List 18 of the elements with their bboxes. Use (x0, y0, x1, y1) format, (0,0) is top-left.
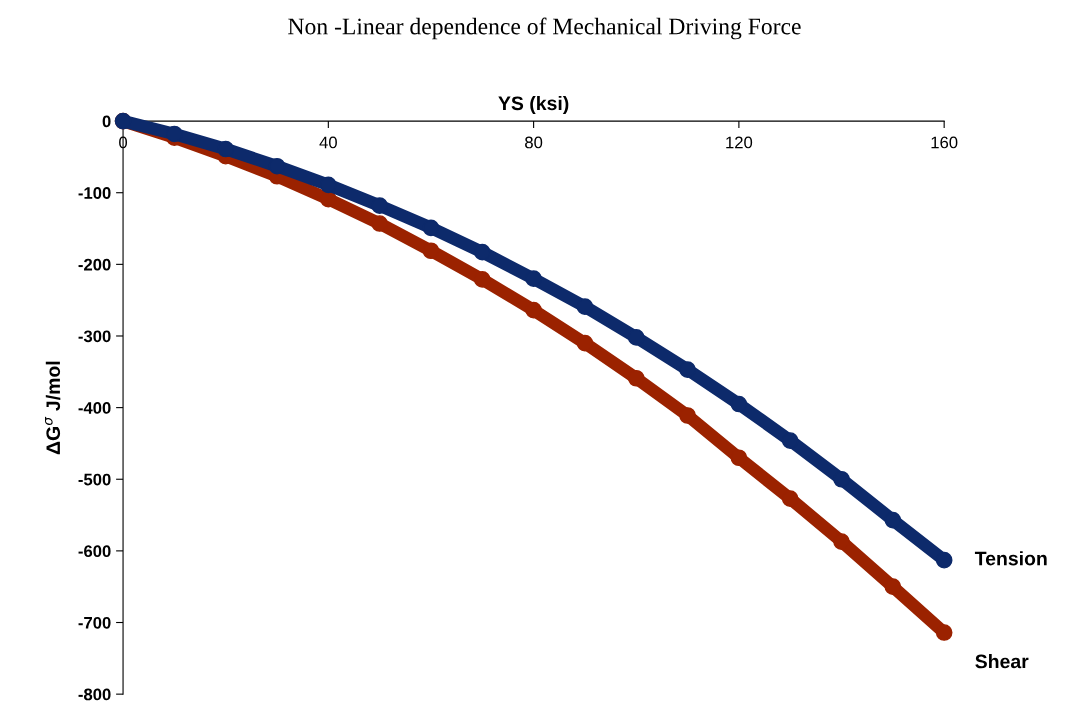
y-tick-label: -600 (78, 545, 111, 558)
x-axis-title: YS (ksi) (498, 95, 569, 115)
x-tick-label: 40 (319, 136, 337, 149)
chart-title: Non -Linear dependence of Mechanical Driving Force (288, 17, 801, 40)
y-tick-label: -800 (78, 688, 111, 701)
y-axis-title: ΔG$^{σ}$ J/mol (45, 361, 61, 455)
x-tick-label: 80 (525, 136, 543, 149)
y-tick-label: -700 (78, 616, 111, 629)
x-tick-label: 120 (726, 136, 753, 149)
series-label: Shear (975, 654, 1029, 669)
y-tick-label: 0 (102, 115, 111, 128)
y-tick-label: -500 (78, 473, 111, 486)
y-tick-label: -100 (78, 187, 111, 199)
y-tick-label: -200 (78, 258, 111, 271)
x-tick-label: 160 (931, 136, 958, 149)
series-label: Tension (974, 551, 1047, 566)
y-tick-label: -300 (78, 330, 111, 343)
y-tick-label: -400 (78, 402, 111, 414)
